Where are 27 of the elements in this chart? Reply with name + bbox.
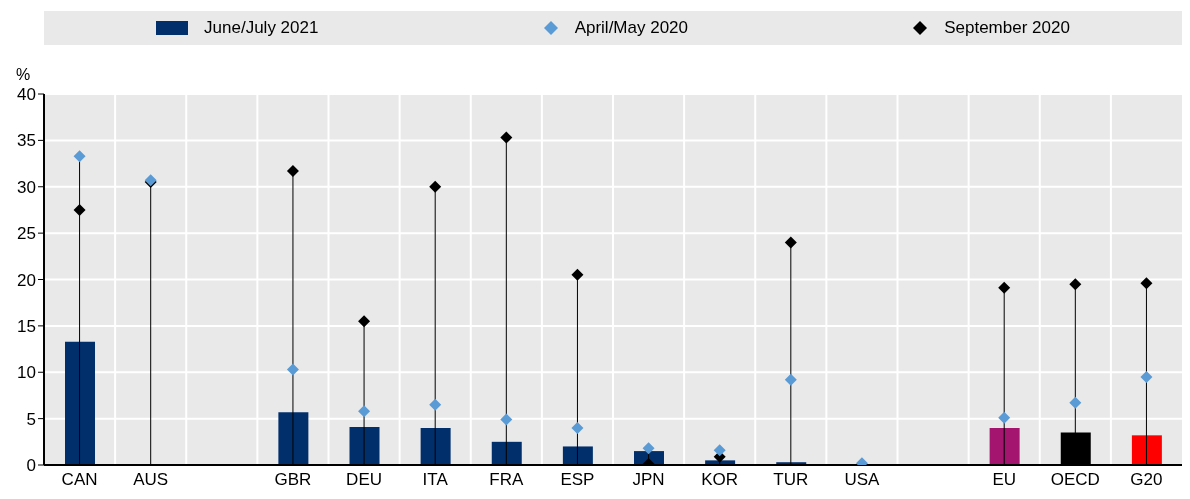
x-tick-label: AUS	[133, 470, 169, 490]
x-tick-label: EU	[992, 470, 1016, 490]
x-tick-label: ITA	[422, 470, 449, 490]
x-tick-label: GBR	[274, 470, 312, 490]
x-tick-label: G20	[1130, 470, 1163, 490]
legend-label: September 2020	[944, 18, 1070, 38]
x-tick-label: CAN	[61, 470, 98, 490]
legend-label: April/May 2020	[574, 18, 689, 38]
x-tick-label: TUR	[773, 470, 809, 490]
y-tick-label: 40	[17, 85, 36, 105]
y-tick-label: 20	[17, 270, 36, 290]
y-tick-label: 0	[26, 456, 36, 476]
x-tick-label: OECD	[1050, 470, 1100, 490]
y-tick-label: 30	[17, 177, 36, 197]
x-tick-label: JPN	[632, 470, 665, 490]
x-tick-label: ESP	[560, 470, 595, 490]
legend-label: June/July 2021	[204, 18, 319, 38]
y-tick-label: 5	[26, 409, 36, 429]
x-tick-label: DEU	[346, 470, 383, 490]
x-tick-label: FRA	[489, 470, 524, 490]
y-axis-title: %	[16, 66, 31, 84]
y-tick-label: 10	[17, 363, 36, 383]
x-tick-label: USA	[844, 470, 881, 490]
x-tick-label: KOR	[701, 470, 739, 490]
y-tick-label: 25	[17, 224, 36, 244]
y-tick-label: 35	[17, 131, 36, 151]
y-tick-label: 15	[17, 316, 36, 336]
